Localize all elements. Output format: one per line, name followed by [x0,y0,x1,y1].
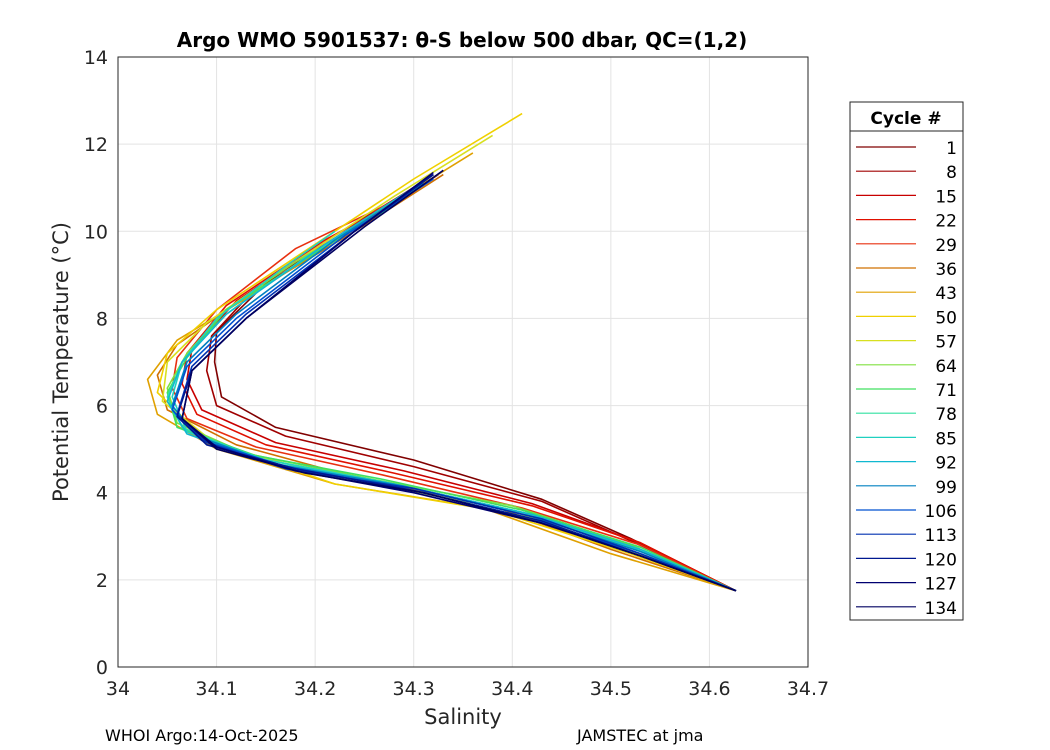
x-tick-labels: 34 34.1 34.2 34.3 34.4 34.5 34.6 34.7 [106,678,829,700]
y-tick-label: 8 [96,308,108,330]
series-line-cycle-71 [166,204,737,592]
legend-label-cycle-92: 92 [935,454,957,474]
y-tick-label: 10 [84,221,108,243]
y-axis-label: Potential Temperature (°C) [49,222,73,502]
y-tick-label: 0 [96,657,108,679]
plot-frame [117,56,809,668]
y-tick-label: 12 [84,134,108,156]
legend-label-cycle-15: 15 [935,187,957,207]
legend-label-cycle-1: 1 [946,139,957,159]
legend-label-cycle-71: 71 [935,381,957,401]
legend-label-cycle-64: 64 [935,357,957,377]
legend-entries: 1 8 15 22 29 36 43 50 57 64 71 78 85 92 99 106 113 120 127… [856,139,957,619]
x-tick-label: 34.7 [787,678,829,700]
y-tick-label: 4 [96,483,108,505]
legend-label-cycle-29: 29 [935,236,957,256]
x-tick-label: 34.1 [195,678,237,700]
series-line-cycle-113 [176,173,737,592]
legend-label-cycle-106: 106 [925,502,957,522]
x-tick-label: 34.5 [590,678,632,700]
legend-label-cycle-120: 120 [925,550,957,570]
legend-label-cycle-22: 22 [935,212,957,232]
legend-label-cycle-134: 134 [925,599,957,619]
footer-right-credit: JAMSTEC at jma [577,726,704,745]
series-line-cycle-134 [181,169,737,592]
footer-left-credit: WHOI Argo:14-Oct-2025 [105,726,299,745]
x-tick-label: 34.3 [393,678,435,700]
x-tick-label: 34 [106,678,130,700]
y-tick-label: 2 [96,570,108,592]
chart-title: Argo WMO 5901537: θ-S below 500 dbar, QC… [177,28,747,52]
legend-label-cycle-57: 57 [935,333,957,353]
legend: Cycle # 18152229364350576471788592991061… [849,101,964,621]
legend-label-cycle-113: 113 [925,526,957,546]
legend-title: Cycle # [870,109,941,129]
legend-label-cycle-50: 50 [935,308,957,328]
legend-label-cycle-127: 127 [925,575,957,595]
series-line-cycle-92 [166,187,737,592]
x-tick-label: 34.2 [294,678,336,700]
series-line-cycle-29 [171,195,737,592]
series-line-cycle-22 [181,191,737,592]
x-tick-label: 34.6 [688,678,730,700]
legend-label-cycle-43: 43 [935,284,957,304]
x-axis-label: Salinity [424,705,502,729]
legend-label-cycle-99: 99 [935,478,957,498]
legend-label-cycle-85: 85 [935,429,957,449]
legend-label-cycle-36: 36 [935,260,957,280]
legend-label-cycle-8: 8 [946,163,957,183]
x-tick-label: 34.4 [491,678,533,700]
series-lines [146,112,737,592]
y-tick-labels: 0 2 4 6 8 10 12 14 [84,47,108,679]
legend-label-cycle-78: 78 [935,405,957,425]
y-tick-label: 6 [96,396,108,418]
y-tick-label: 14 [84,47,108,69]
